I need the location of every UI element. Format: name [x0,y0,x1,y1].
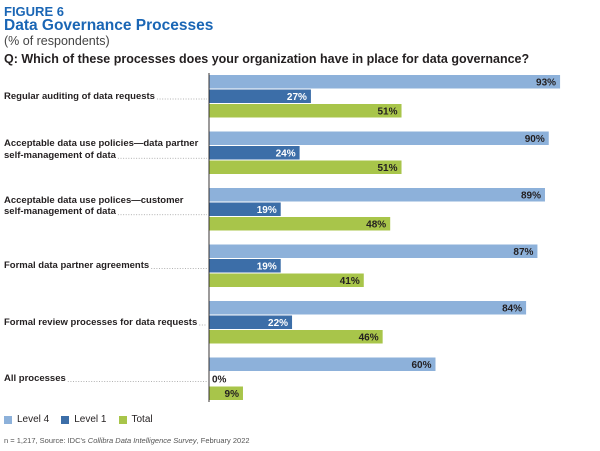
data-label-level4-3: 87% [513,247,533,258]
category-label-3: Formal data partner agreements [4,260,204,272]
chart-title: Data Governance Processes [4,17,214,34]
category-label-line-1-0: Acceptable data use policies—data partne… [4,138,199,150]
bar-level1-4 [209,315,293,329]
legend-item-level1: Level 1 [61,414,107,425]
data-label-total-5: 9% [225,389,240,400]
data-label-total-0: 51% [378,106,398,117]
survey-question: Q: Which of these processes does your or… [4,52,530,66]
data-label-level4-5: 60% [411,360,431,371]
bar-level4-3 [209,244,538,258]
data-label-level1-0: 27% [287,92,307,103]
data-label-level1-4: 22% [268,318,288,329]
bar-level4-5 [209,357,436,371]
category-label-1: Acceptable data use policies—data partne… [4,138,204,161]
legend: Level 4 Level 1 Total [4,414,153,425]
bar-level1-0 [209,89,311,103]
category-label-line-2-1: self-management of data [4,206,116,218]
bar-total-2 [209,217,391,231]
category-label-line-1-1: self-management of data [4,149,116,161]
legend-label-level4: Level 4 [17,414,50,425]
data-label-level1-5: 0% [212,374,227,385]
category-label-0: Regular auditing of data requests [4,91,204,103]
category-label-line-3-0: Formal data partner agreements [4,260,150,271]
bar-total-1 [209,160,402,174]
category-label-2: Acceptable data use polices—customer self… [4,195,204,218]
data-label-level1-3: 19% [257,261,277,272]
category-label-line-5-0: All processes [4,373,66,384]
data-label-level4-0: 93% [536,77,556,88]
bar-level4-1 [209,131,549,145]
source-note: n = 1,217, Source: IDC's Collibra Data I… [4,436,250,445]
data-label-total-1: 51% [378,163,398,174]
bar-total-4 [209,330,383,344]
bar-total-5 [209,386,243,400]
legend-label-total: Total [131,414,153,425]
bar-level1-3 [209,259,281,273]
category-label-4: Formal review processes for data request… [4,317,204,329]
figure-label: FIGURE 6 [4,4,64,19]
chart-subtitle: (% of respondents) [4,34,110,48]
data-label-level1-1: 24% [276,148,296,159]
bar-level4-0 [209,75,561,89]
category-label-line-0-0: Regular auditing of data requests [4,90,155,102]
source-suffix: , February 2022 [196,436,250,445]
legend-swatch-level4 [4,415,12,424]
source-prefix: n = 1,217, Source: IDC's [4,436,88,445]
legend-label-level1: Level 1 [74,414,107,425]
data-label-total-4: 46% [359,332,379,343]
bar-level1-1 [209,146,300,160]
data-label-total-2: 48% [366,219,386,230]
data-label-level4-2: 89% [521,190,541,201]
bar-total-0 [209,104,402,118]
data-label-level4-1: 90% [525,134,545,145]
category-label-line-2-0: Acceptable data use polices—customer [4,194,184,206]
source-survey-name: Collibra Data Intelligence Survey [87,436,197,445]
legend-item-total: Total [118,414,153,425]
legend-item-level4: Level 4 [4,414,49,425]
bar-level4-2 [209,188,545,202]
category-label-5: All processes [4,373,204,385]
data-label-level4-4: 84% [502,303,522,314]
category-label-line-4-0: Formal review processes for data request… [4,316,198,328]
legend-swatch-total [118,415,127,424]
bar-level4-4 [209,301,527,315]
bar-total-3 [209,273,364,287]
bar-level1-2 [209,202,281,216]
data-label-total-3: 41% [340,276,360,287]
data-label-level1-2: 19% [257,205,277,216]
legend-swatch-level1 [61,415,70,424]
